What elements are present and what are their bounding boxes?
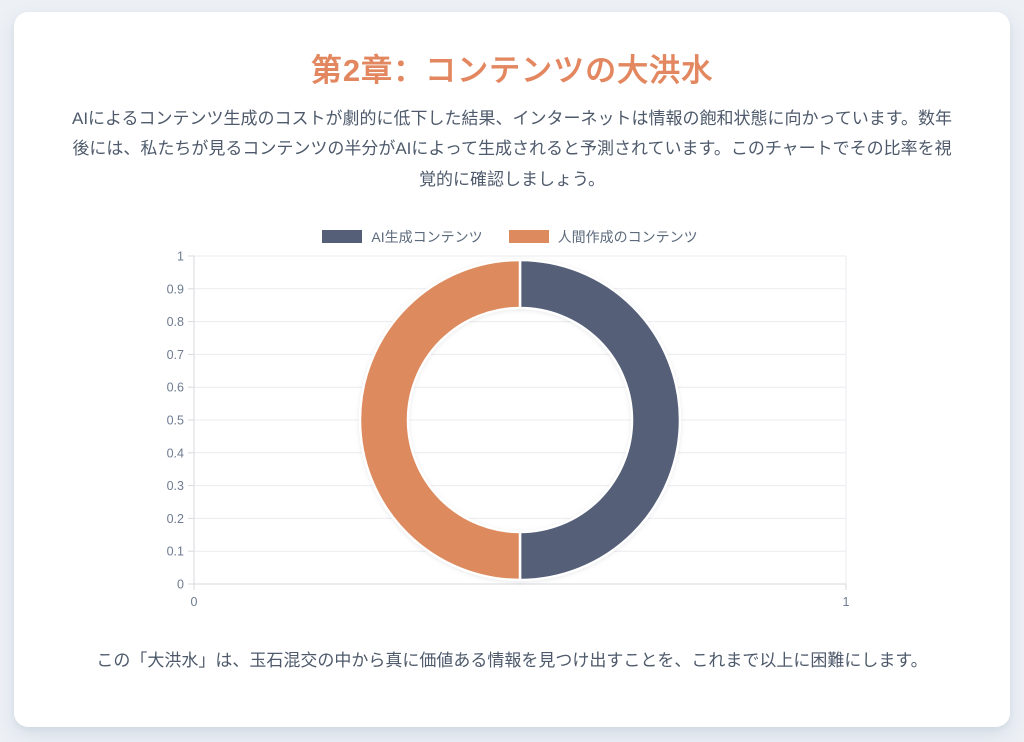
y-tick-label: 0.4 bbox=[167, 446, 184, 460]
page-title: 第2章：コンテンツの大洪水 bbox=[310, 53, 714, 88]
y-tick-label: 0.7 bbox=[167, 348, 184, 362]
axis-tick-marks bbox=[188, 255, 847, 590]
y-tick-label: 0.6 bbox=[167, 380, 184, 394]
axis-tick-labels: 0 0.1 0.2 0.3 0.4 0.5 0.6 0.7 0.8 0.9 1 0 1 bbox=[167, 249, 850, 609]
donut-segment[interactable] bbox=[358, 258, 522, 582]
donut-segment[interactable] bbox=[518, 258, 682, 582]
legend-label: 人間作成のコンテンツ bbox=[557, 228, 698, 245]
x-tick-label: 0 bbox=[191, 595, 198, 609]
legend-label: AI生成コンテンツ bbox=[371, 228, 483, 245]
y-tick-label: 0.5 bbox=[167, 413, 184, 427]
plot-area: 0 0.1 0.2 0.3 0.4 0.5 0.6 0.7 0.8 0.9 1 0 1 bbox=[167, 249, 850, 609]
y-tick-label: 0 bbox=[177, 577, 184, 591]
legend-item[interactable]: AI生成コンテンツ bbox=[322, 227, 483, 247]
legend-swatch bbox=[322, 230, 363, 244]
legend-item[interactable]: 人間作成のコンテンツ bbox=[508, 227, 698, 247]
x-tick-label: 1 bbox=[843, 595, 850, 609]
y-tick-label: 0.9 bbox=[167, 282, 184, 296]
y-tick-label: 1 bbox=[177, 249, 184, 263]
y-tick-label: 0.1 bbox=[167, 544, 184, 558]
intro-paragraph: AIによるコンテンツ生成のコストが劇的に低下した結果、インターネットは情報の飽和… bbox=[72, 109, 952, 189]
chart-legend: AI生成コンテンツ 人間作成のコンテンツ bbox=[174, 227, 846, 247]
outro-paragraph: この「大洪水」は、玉石混交の中から真に価値ある情報を見つけ出すことを、これまで以… bbox=[96, 650, 928, 670]
legend-swatch bbox=[508, 230, 549, 244]
donut bbox=[358, 258, 682, 582]
plot-svg: 0 0.1 0.2 0.3 0.4 0.5 0.6 0.7 0.8 0.9 1 0 1 bbox=[167, 249, 850, 609]
y-tick-label: 0.3 bbox=[167, 479, 184, 493]
content-card: 第2章：コンテンツの大洪水 AIによるコンテンツ生成のコストが劇的に低下した結果… bbox=[14, 12, 1010, 727]
y-tick-label: 0.2 bbox=[167, 512, 184, 526]
y-tick-label: 0.8 bbox=[167, 315, 184, 329]
donut-chart: AI生成コンテンツ 人間作成のコンテンツ 0 0.1 0.2 0.3 0.4 0.5 0.6 0… bbox=[154, 227, 850, 609]
